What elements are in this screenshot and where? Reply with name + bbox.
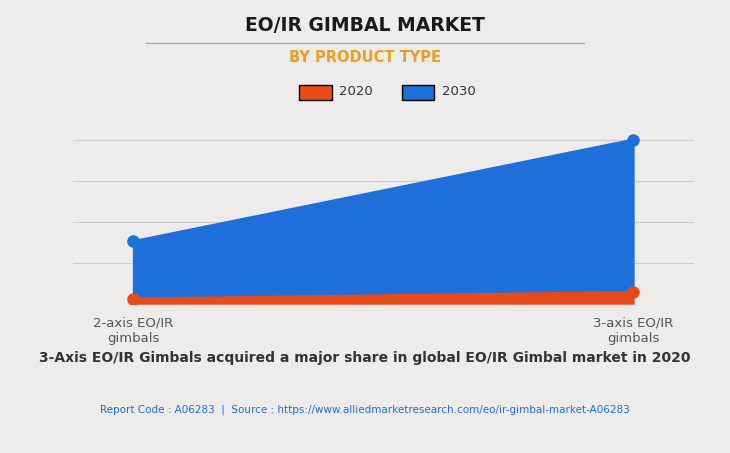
- Text: Report Code : A06283  |  Source : https://www.alliedmarketresearch.com/eo/ir-gim: Report Code : A06283 | Source : https://…: [100, 404, 630, 414]
- Text: 2030: 2030: [442, 86, 475, 98]
- Text: 3-Axis EO/IR Gimbals acquired a major share in global EO/IR Gimbal market in 202: 3-Axis EO/IR Gimbals acquired a major sh…: [39, 351, 691, 365]
- Text: 2020: 2020: [339, 86, 373, 98]
- Text: BY PRODUCT TYPE: BY PRODUCT TYPE: [289, 50, 441, 65]
- Text: EO/IR GIMBAL MARKET: EO/IR GIMBAL MARKET: [245, 16, 485, 35]
